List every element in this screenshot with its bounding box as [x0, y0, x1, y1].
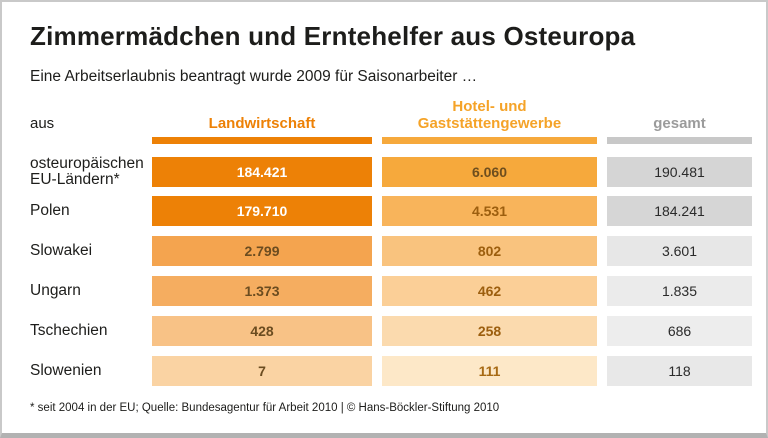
column-header-hotel-gaststaetten: Hotel- und Gaststättengewerbe	[417, 98, 562, 133]
header-underline-bars	[30, 137, 754, 145]
page-title: Zimmermädchen und Erntehelfer aus Osteur…	[30, 21, 636, 51]
column-bar-gesamt	[607, 137, 752, 145]
table-row: Ungarn 1.373 462 1.835	[30, 276, 754, 307]
corner-label: aus	[30, 115, 55, 133]
cell-gesamt: 3.601	[607, 236, 752, 267]
table-header: aus Landwirtschaft Hotel- und Gaststätte…	[30, 98, 754, 137]
cell-landwirtschaft: 1.373	[152, 276, 372, 307]
page-subtitle: Eine Arbeitserlaubnis beantragt wurde 20…	[30, 67, 478, 85]
cell-gesamt: 1.835	[607, 276, 752, 307]
cell-gesamt: 686	[607, 316, 752, 347]
cell-hotel: 6.060	[382, 157, 597, 188]
column-bar-landwirtschaft	[152, 137, 372, 145]
table-row: Polen 179.710 4.531 184.241	[30, 196, 754, 227]
cell-hotel: 462	[382, 276, 597, 307]
column-bar-hotel-gaststaetten	[382, 137, 597, 145]
column-header-gesamt: gesamt	[653, 115, 706, 133]
row-label: osteuropäischen EU-Ländern*	[30, 155, 144, 189]
cell-landwirtschaft: 184.421	[152, 157, 372, 188]
cell-hotel: 258	[382, 316, 597, 347]
cell-landwirtschaft: 7	[152, 356, 372, 387]
cell-landwirtschaft: 2.799	[152, 236, 372, 267]
row-label: Slowenien	[30, 362, 102, 380]
row-label: Ungarn	[30, 282, 81, 300]
table-row: Slowenien 7 111 118	[30, 356, 754, 387]
spacer	[30, 137, 142, 144]
cell-hotel: 4.531	[382, 196, 597, 227]
cell-gesamt: 118	[607, 356, 752, 387]
cell-gesamt: 190.481	[607, 157, 752, 188]
table-body: osteuropäischen EU-Ländern* 184.421 6.06…	[30, 155, 754, 387]
table-row: osteuropäischen EU-Ländern* 184.421 6.06…	[30, 155, 754, 189]
row-label: Polen	[30, 202, 70, 220]
table-row: Slowakei 2.799 802 3.601	[30, 236, 754, 267]
column-header-landwirtschaft: Landwirtschaft	[208, 115, 316, 133]
cell-landwirtschaft: 428	[152, 316, 372, 347]
source-note: * seit 2004 in der EU; Quelle: Bundesage…	[30, 402, 500, 415]
row-label: Slowakei	[30, 242, 93, 260]
cell-gesamt: 184.241	[607, 196, 752, 227]
cell-hotel: 111	[382, 356, 597, 387]
cell-landwirtschaft: 179.710	[152, 196, 372, 227]
table-row: Tschechien 428 258 686	[30, 316, 754, 347]
cell-hotel: 802	[382, 236, 597, 267]
row-label: Tschechien	[30, 322, 108, 340]
